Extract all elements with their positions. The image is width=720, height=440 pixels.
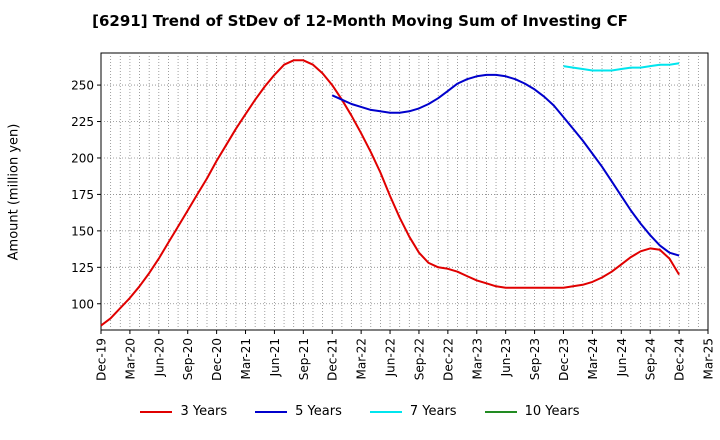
x-tick-label: Dec-19 <box>95 338 109 381</box>
y-axis-ticks: 100 125 150 175 200 225 250 <box>71 79 101 311</box>
x-tick-label: Jun-21 <box>268 338 282 377</box>
legend-swatch <box>369 410 402 413</box>
x-tick-label: Dec-21 <box>326 338 340 381</box>
legend-item: 7 Years <box>369 404 457 419</box>
legend-item: 10 Years <box>484 404 580 419</box>
y-tick-label: 100 <box>71 297 94 311</box>
x-tick-label: Mar-23 <box>470 338 484 379</box>
series-line-7-years <box>563 62 680 72</box>
x-tick-label: Dec-23 <box>557 338 571 381</box>
legend-label: 3 Years <box>180 404 228 419</box>
x-tick-label: Mar-21 <box>239 338 253 379</box>
legend-swatch <box>140 410 173 413</box>
series-line-3-years <box>100 59 680 327</box>
legend-item: 5 Years <box>255 404 342 419</box>
x-tick-label: Mar-22 <box>355 338 369 379</box>
x-tick-label: Jun-24 <box>615 338 629 377</box>
x-tick-label: Sep-21 <box>297 338 311 380</box>
x-tick-label: Jun-23 <box>499 338 513 377</box>
x-tick-label: Sep-20 <box>181 338 195 380</box>
x-axis-ticks: Dec-19 Mar-20 Jun-20 Sep-20 Dec-20 Mar-21 Jun-… <box>95 330 716 381</box>
x-tick-label: Sep-23 <box>528 338 542 380</box>
legend: 3 Years 5 Years 7 Years 10 Years <box>0 404 720 419</box>
x-tick-label: Jun-20 <box>152 338 166 377</box>
x-tick-label: Mar-20 <box>123 338 137 379</box>
y-tick-label: 175 <box>71 188 94 202</box>
y-tick-label: 200 <box>71 151 94 165</box>
x-tick-label: Mar-24 <box>586 338 600 379</box>
series-lines <box>100 59 680 327</box>
x-tick-label: Jun-22 <box>384 338 398 377</box>
legend-item: 3 Years <box>140 404 227 419</box>
grid-lines <box>101 53 708 330</box>
y-tick-label: 250 <box>71 79 94 93</box>
x-tick-label: Dec-22 <box>441 338 455 381</box>
legend-swatch <box>255 410 288 413</box>
y-tick-label: 225 <box>71 115 94 129</box>
legend-label: 10 Years <box>524 404 580 419</box>
x-tick-label: Mar-25 <box>702 338 716 379</box>
x-tick-label: Dec-24 <box>673 338 687 381</box>
legend-label: 5 Years <box>295 404 342 419</box>
plot-area <box>100 52 709 331</box>
y-tick-label: 125 <box>71 261 94 275</box>
x-tick-label: Sep-24 <box>644 338 658 380</box>
chart-title: [6291] Trend of StDev of 12-Month Moving… <box>92 12 628 30</box>
legend-swatch <box>484 410 517 413</box>
y-tick-label: 150 <box>71 224 94 238</box>
x-tick-label: Dec-20 <box>210 338 224 381</box>
series-line-5-years <box>331 73 680 257</box>
legend-label: 7 Years <box>409 404 457 419</box>
x-tick-label: Sep-22 <box>412 338 426 380</box>
